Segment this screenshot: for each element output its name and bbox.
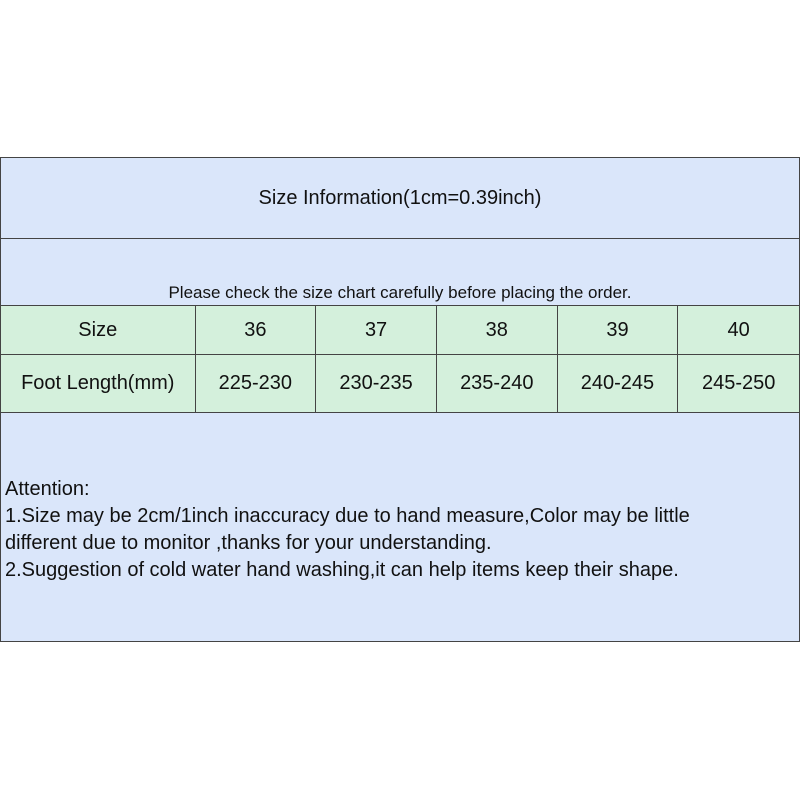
table-header-row: Size 36 37 38 39 40 — [1, 306, 799, 355]
chart-note: Please check the size chart carefully be… — [1, 239, 799, 306]
attention-line: different due to monitor ,thanks for you… — [5, 532, 492, 554]
table-cell: 245-250 — [701, 372, 776, 394]
table-cell: 40 — [727, 318, 750, 341]
attention-line: 2.Suggestion of cold water hand washing,… — [5, 559, 679, 581]
size-chart: Size Information(1cm=0.39inch) Please ch… — [0, 157, 800, 642]
table-row: Foot Length(mm) 225-230 230-235 235-240 … — [1, 355, 799, 413]
table-cell: 240-245 — [558, 355, 679, 412]
table-cell: 36 — [196, 306, 317, 354]
table-cell: Size — [1, 306, 196, 354]
table-cell: 37 — [316, 306, 437, 354]
attention-heading: Attention: — [5, 478, 90, 500]
chart-title: Size Information(1cm=0.39inch) — [1, 158, 799, 239]
table-cell: 235-240 — [437, 355, 558, 412]
table-cell: 38 — [437, 306, 558, 354]
table-cell: 230-235 — [316, 355, 437, 412]
table-cell: 39 — [558, 306, 679, 354]
table-cell: 225-230 — [196, 355, 317, 412]
attention-section: Attention: 1.Size may be 2cm/1inch inacc… — [5, 476, 690, 584]
table-cell: Foot Length(mm) — [1, 355, 196, 412]
attention-line: 1.Size may be 2cm/1inch inaccuracy due t… — [5, 505, 690, 527]
